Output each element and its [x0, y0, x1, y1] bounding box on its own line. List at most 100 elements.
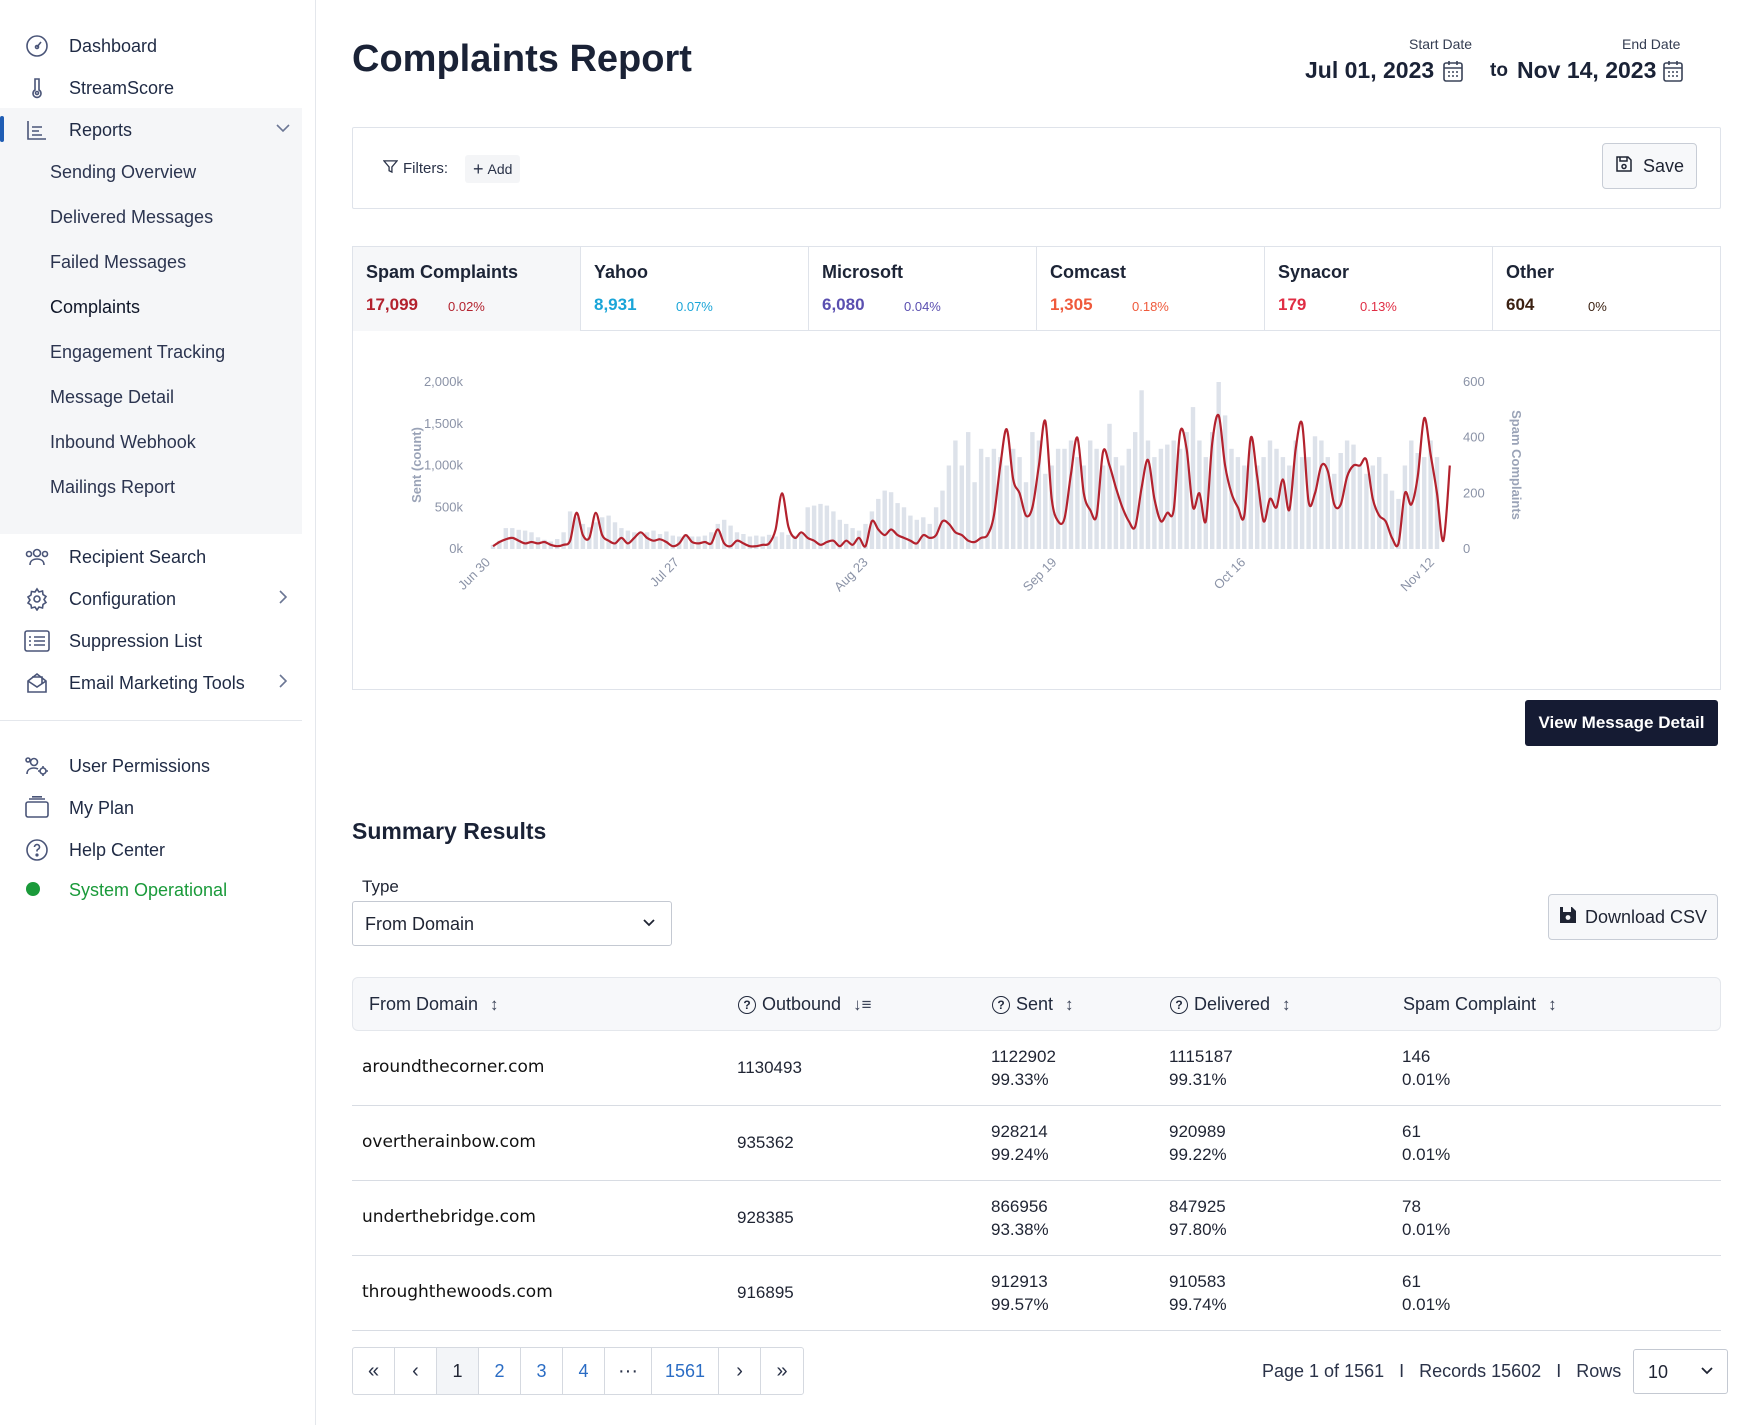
- type-select[interactable]: From Domain: [352, 901, 672, 946]
- sent-bar: [1235, 457, 1241, 549]
- previous-page-button[interactable]: ‹: [395, 1348, 437, 1394]
- sent-bar: [1389, 490, 1395, 549]
- sent-bar: [1062, 448, 1067, 549]
- sidebar-subitem-delivered-messages[interactable]: Delivered Messages: [50, 206, 214, 227]
- cell-percent: 99.74%: [1169, 1295, 1227, 1314]
- y-tick-label: 2,000k: [424, 374, 464, 389]
- page-button-4[interactable]: 4: [563, 1348, 605, 1394]
- sidebar-subitem-failed-messages[interactable]: Failed Messages: [50, 251, 187, 272]
- column-header-sent[interactable]: ? Sent ↕: [992, 994, 1074, 1015]
- sidebar-subitem-complaints[interactable]: Complaints: [50, 296, 141, 317]
- sent-bar: [497, 540, 502, 549]
- sent-bar: [1139, 390, 1144, 549]
- sidebar-item-suppression-list[interactable]: Suppression List: [0, 621, 316, 661]
- help-circle-icon[interactable]: ?: [738, 995, 756, 1014]
- download-csv-button[interactable]: Download CSV: [1548, 894, 1718, 940]
- complaints-chart[interactable]: 0k 500k 1,000k 1,500k 2,000k 0 200 400 600 Jun 30…: [353, 332, 1720, 689]
- sent-bar: [567, 511, 573, 549]
- sent-bar: [914, 519, 919, 549]
- calendar-icon[interactable]: [1443, 60, 1463, 82]
- cell-percent: 0.01%: [1402, 1145, 1451, 1164]
- page-button-3[interactable]: 3: [521, 1348, 563, 1394]
- metric-value: 179: [1278, 295, 1307, 314]
- cell-delivered: 1115187 99.31%: [1169, 1045, 1233, 1091]
- save-button[interactable]: Save: [1602, 143, 1697, 189]
- help-circle-icon[interactable]: ?: [1170, 995, 1188, 1014]
- column-header-spam-complaint[interactable]: Spam Complaint ↕: [1403, 994, 1557, 1015]
- next-page-button[interactable]: ›: [719, 1348, 762, 1394]
- sent-bar: [946, 465, 952, 549]
- sort-icon[interactable]: ↕: [1548, 994, 1557, 1014]
- first-page-button[interactable]: «: [353, 1348, 395, 1394]
- cell-spam: 146 0.01%: [1402, 1045, 1450, 1091]
- page-button-1[interactable]: 1: [437, 1348, 479, 1394]
- sent-bar: [1190, 407, 1196, 549]
- sidebar-item-email-marketing-tools[interactable]: Email Marketing Tools: [0, 663, 316, 703]
- system-status[interactable]: System Operational: [0, 870, 316, 910]
- metric-tab-yahoo[interactable]: Yahoo 8,931 0.07%: [581, 247, 809, 331]
- sidebar-item-reports[interactable]: Reports: [0, 110, 316, 150]
- sent-bar: [1017, 457, 1022, 549]
- column-header-outbound[interactable]: ? Outbound ↓≡: [738, 994, 872, 1015]
- sidebar-item-configuration[interactable]: Configuration: [0, 579, 316, 619]
- metric-tab-synacor[interactable]: Synacor 179 0.13%: [1265, 247, 1493, 331]
- sent-bar: [1248, 440, 1253, 549]
- sent-bar: [632, 532, 637, 549]
- last-page-button[interactable]: »: [776, 1359, 788, 1382]
- page-button-2[interactable]: 2: [479, 1348, 521, 1394]
- metric-value: 604: [1506, 295, 1535, 314]
- sidebar-subitem-inbound-webhook[interactable]: Inbound Webhook: [50, 431, 196, 452]
- metric-tab-other[interactable]: Other 604 0%: [1493, 247, 1720, 331]
- sidebar-item-label: Dashboard: [69, 35, 158, 56]
- sidebar-item-label: User Permissions: [69, 755, 211, 776]
- metric-name: Synacor: [1278, 262, 1350, 282]
- sidebar-subitem-message-detail[interactable]: Message Detail: [50, 386, 175, 407]
- sidebar-item-my-plan[interactable]: My Plan: [0, 788, 316, 828]
- sort-icon[interactable]: ↕: [490, 994, 499, 1014]
- sidebar-subitem-mailings-report[interactable]: Mailings Report: [50, 476, 176, 497]
- sort-descending-icon[interactable]: ↓≡: [853, 994, 872, 1014]
- view-message-detail-button[interactable]: View Message Detail: [1525, 700, 1718, 746]
- date-range-separator: to: [1490, 60, 1508, 81]
- sent-bar: [1267, 440, 1273, 549]
- sidebar-item-dashboard[interactable]: Dashboard: [0, 26, 316, 66]
- rows-per-page-select[interactable]: 10: [1633, 1349, 1728, 1394]
- cell-value: 910583: [1169, 1272, 1226, 1291]
- metric-tab-comcast[interactable]: Comcast 1,305 0.18%: [1037, 247, 1265, 331]
- sidebar-subitem-engagement-tracking[interactable]: Engagement Tracking: [50, 341, 226, 362]
- status-dot: [26, 882, 40, 896]
- start-date-value[interactable]: Jul 01, 2023: [1305, 57, 1435, 83]
- sent-bar: [644, 532, 650, 549]
- metric-tab-spam-complaints[interactable]: Spam Complaints 17,099 0.02%: [353, 247, 581, 331]
- help-circle-icon[interactable]: ?: [992, 995, 1010, 1014]
- calendar-icon[interactable]: [1663, 60, 1683, 82]
- y2-tick-label: 400: [1463, 430, 1485, 445]
- metric-tab-microsoft[interactable]: Microsoft 6,080 0.04%: [809, 247, 1037, 331]
- x-tick-label: Nov 12: [1397, 555, 1437, 595]
- end-date-value[interactable]: Nov 14, 2023: [1517, 57, 1657, 83]
- sent-bar: [1004, 465, 1009, 549]
- download-csv-label: Download CSV: [1584, 906, 1708, 927]
- sidebar-subitem-sending-overview[interactable]: Sending Overview: [50, 161, 197, 182]
- metric-name: Microsoft: [822, 262, 903, 282]
- y-tick-label: 1,000k: [424, 458, 464, 473]
- sidebar-item-help-center[interactable]: Help Center: [0, 830, 316, 870]
- sent-bar: [959, 465, 964, 549]
- sent-bar: [824, 505, 830, 549]
- sidebar-item-user-permissions[interactable]: User Permissions: [0, 746, 316, 786]
- cell-value: 61: [1402, 1272, 1421, 1291]
- plus-icon: +: [473, 159, 484, 179]
- sent-bar: [490, 544, 496, 549]
- sent-bar: [664, 531, 669, 549]
- sort-icon[interactable]: ↕: [1065, 994, 1074, 1014]
- type-select-value: From Domain: [365, 914, 475, 934]
- sort-icon[interactable]: ↕: [1282, 994, 1291, 1014]
- sidebar-item-recipient-search[interactable]: Recipient Search: [0, 537, 316, 577]
- column-header-from-domain[interactable]: From Domain ↕: [369, 994, 499, 1015]
- page-button-last-number[interactable]: 1561: [652, 1348, 720, 1394]
- add-filter-button[interactable]: + Add: [465, 155, 521, 183]
- y-axis-title: Sent (count): [409, 427, 424, 503]
- sidebar-item-streamscore[interactable]: StreamScore: [0, 68, 316, 108]
- sent-bar: [741, 534, 746, 549]
- column-header-delivered[interactable]: ? Delivered ↕: [1170, 994, 1291, 1015]
